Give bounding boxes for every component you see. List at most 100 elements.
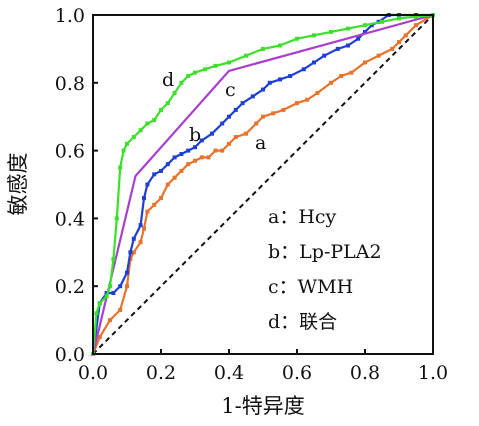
series-point-d bbox=[108, 284, 112, 289]
series-point-a bbox=[142, 226, 146, 231]
series-point-b bbox=[233, 107, 238, 112]
legend-entry-d: d：联合 bbox=[268, 311, 337, 333]
series-point-d bbox=[261, 46, 265, 51]
series-point-b bbox=[346, 43, 350, 48]
series-point-a bbox=[159, 196, 163, 201]
series-point-d bbox=[244, 53, 248, 58]
series-point-b bbox=[335, 46, 340, 51]
series-c bbox=[91, 13, 434, 355]
series-point-d bbox=[165, 101, 170, 106]
series-point-d bbox=[94, 311, 99, 316]
x-tick-label: 0.4 bbox=[214, 362, 244, 384]
series-d bbox=[91, 13, 435, 356]
series-point-a bbox=[145, 209, 150, 214]
series-point-b bbox=[138, 223, 143, 228]
legend-entry-c: c：WMH bbox=[268, 276, 353, 298]
series-point-b bbox=[301, 67, 306, 72]
series-point-d bbox=[312, 33, 316, 38]
series-point-b bbox=[128, 250, 133, 255]
series-point-d bbox=[104, 294, 109, 299]
series-point-a bbox=[261, 114, 265, 119]
y-tick-label: 0.0 bbox=[55, 344, 85, 366]
series-point-a bbox=[305, 97, 310, 102]
series-point-a bbox=[220, 148, 225, 153]
legend-entry-b: b：Lp-PLA2 bbox=[268, 241, 382, 263]
series-point-d bbox=[152, 118, 157, 123]
series-point-d bbox=[125, 141, 129, 146]
series-point-b bbox=[267, 80, 272, 85]
series-point-d bbox=[346, 26, 350, 31]
series-point-b bbox=[199, 138, 204, 143]
series-point-d bbox=[278, 43, 282, 48]
series-point-a bbox=[172, 175, 177, 180]
y-tick-label: 0.2 bbox=[55, 276, 85, 298]
series-point-d bbox=[186, 74, 191, 79]
series-point-a bbox=[128, 257, 133, 262]
series-point-d bbox=[380, 19, 384, 24]
series-point-a bbox=[227, 141, 231, 146]
series-point-d bbox=[295, 36, 299, 41]
series-point-b bbox=[118, 284, 123, 289]
series-point-d bbox=[213, 63, 218, 68]
series-point-a bbox=[152, 202, 157, 207]
series-point-a bbox=[125, 284, 129, 289]
x-axis-title: 1-特异度 bbox=[221, 394, 304, 418]
series-point-b bbox=[210, 131, 214, 136]
series-point-b bbox=[278, 77, 282, 82]
series-point-b bbox=[131, 236, 136, 241]
series-point-b bbox=[220, 121, 225, 126]
x-tick-label: 0.0 bbox=[78, 362, 108, 384]
x-tick-label: 1.0 bbox=[418, 362, 448, 384]
series-point-d bbox=[131, 135, 136, 140]
series-point-a bbox=[138, 240, 143, 245]
series-point-b bbox=[312, 60, 316, 65]
series-point-a bbox=[131, 250, 136, 255]
series-point-b bbox=[186, 148, 191, 153]
series-point-a bbox=[254, 121, 259, 126]
series-point-d bbox=[159, 107, 163, 112]
y-tick-label: 0.8 bbox=[55, 73, 85, 95]
series-point-a bbox=[271, 111, 276, 116]
series-point-a bbox=[339, 74, 344, 79]
y-tick-label: 0.4 bbox=[55, 208, 85, 230]
series-point-a bbox=[108, 318, 112, 323]
series-point-a bbox=[390, 46, 395, 51]
series-point-b bbox=[261, 87, 265, 92]
series-point-a bbox=[281, 107, 286, 112]
series-point-a bbox=[329, 80, 333, 85]
series-point-b bbox=[240, 101, 245, 106]
series-point-d bbox=[227, 60, 231, 65]
series-point-b bbox=[125, 270, 129, 275]
series-point-b bbox=[159, 168, 163, 173]
plot-frame bbox=[92, 14, 434, 355]
x-tick-label: 0.8 bbox=[350, 362, 380, 384]
series-b bbox=[91, 13, 435, 356]
series-point-a bbox=[363, 60, 367, 65]
series-point-d bbox=[193, 70, 197, 75]
series-point-b bbox=[356, 36, 361, 41]
curve-label-d: d bbox=[162, 69, 174, 91]
y-axis-title: 敏感度 bbox=[6, 153, 30, 216]
curve-label-a: a bbox=[255, 132, 266, 154]
series-point-b bbox=[227, 114, 231, 119]
series-point-b bbox=[250, 94, 255, 99]
series-point-b bbox=[142, 196, 146, 201]
series-point-b bbox=[172, 155, 177, 160]
curve-label-c: c bbox=[225, 79, 236, 101]
series-point-d bbox=[121, 148, 126, 153]
series-point-a bbox=[414, 23, 418, 28]
series-point-d bbox=[179, 80, 184, 85]
series-point-b bbox=[322, 53, 327, 58]
series-point-b bbox=[288, 74, 293, 79]
series-point-a bbox=[97, 335, 102, 340]
series-point-a bbox=[186, 162, 191, 167]
series-point-d bbox=[329, 29, 333, 34]
series-point-a bbox=[118, 307, 123, 312]
series-point-b bbox=[145, 182, 150, 187]
y-tick-label: 0.6 bbox=[55, 141, 85, 163]
series-point-b bbox=[369, 23, 374, 28]
series-point-b bbox=[152, 172, 157, 177]
y-tick-labels: 0.0 0.2 0.4 0.6 0.8 1.0 bbox=[55, 5, 85, 366]
roc-curves bbox=[91, 13, 435, 356]
